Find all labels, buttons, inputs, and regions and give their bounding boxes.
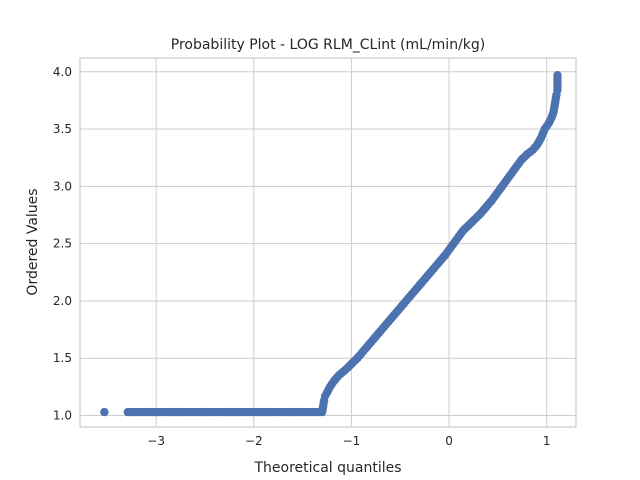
grid-lines bbox=[80, 58, 576, 427]
data-point bbox=[311, 407, 320, 417]
data-point bbox=[199, 407, 209, 417]
data-point bbox=[164, 407, 174, 417]
data-point bbox=[176, 407, 185, 417]
data-point bbox=[252, 407, 261, 417]
data-point bbox=[551, 93, 561, 102]
data-point bbox=[281, 407, 291, 417]
y-tick-label: 1.5 bbox=[53, 351, 72, 365]
data-point bbox=[293, 407, 302, 417]
x-tick-label: −1 bbox=[343, 434, 361, 448]
data-point bbox=[246, 407, 256, 417]
data-point bbox=[188, 407, 197, 417]
x-tick-label: −3 bbox=[147, 434, 165, 448]
data-point bbox=[152, 407, 161, 417]
data-point bbox=[305, 407, 314, 417]
data-point bbox=[234, 407, 244, 417]
data-point bbox=[264, 407, 273, 417]
data-point bbox=[170, 407, 179, 417]
data-point bbox=[211, 407, 220, 417]
data-point bbox=[229, 407, 238, 417]
data-point bbox=[158, 407, 167, 417]
data-point bbox=[299, 407, 308, 417]
data-point bbox=[182, 407, 191, 417]
x-tick-label: 0 bbox=[445, 434, 453, 448]
y-tick-label: 2.5 bbox=[53, 237, 72, 251]
y-tick-label: 3.5 bbox=[53, 122, 72, 136]
plot-frame bbox=[79, 57, 577, 428]
y-tick-labels: 1.0 1.5 2.0 2.5 3.0 3.5 4.0 bbox=[53, 65, 72, 423]
x-tick-labels: −3 −2 −1 0 1 bbox=[147, 434, 550, 448]
data-point bbox=[240, 407, 250, 417]
y-axis-label: Ordered Values bbox=[25, 188, 41, 295]
y-tick-label: 3.0 bbox=[53, 179, 72, 193]
data-point bbox=[287, 407, 297, 417]
x-tick-label: −2 bbox=[245, 434, 263, 448]
data-point bbox=[217, 407, 226, 417]
data-point bbox=[193, 407, 203, 417]
data-point bbox=[553, 73, 562, 83]
data-point bbox=[270, 407, 279, 417]
y-tick-label: 2.0 bbox=[53, 294, 72, 308]
data-point bbox=[258, 407, 267, 417]
data-point bbox=[143, 407, 153, 417]
y-tick-label: 4.0 bbox=[53, 65, 72, 79]
chart-title: Probability Plot - LOG RLM_CLint (mL/min… bbox=[171, 37, 486, 53]
x-tick-label: 1 bbox=[543, 434, 551, 448]
data-point bbox=[205, 407, 215, 417]
data-points bbox=[100, 70, 562, 417]
x-axis-label: Theoretical quantiles bbox=[253, 460, 401, 476]
data-point bbox=[275, 407, 285, 417]
data-point bbox=[223, 407, 232, 417]
data-point bbox=[100, 407, 109, 417]
y-tick-label: 1.0 bbox=[53, 409, 72, 423]
data-point bbox=[319, 399, 328, 408]
data-point bbox=[134, 407, 143, 417]
